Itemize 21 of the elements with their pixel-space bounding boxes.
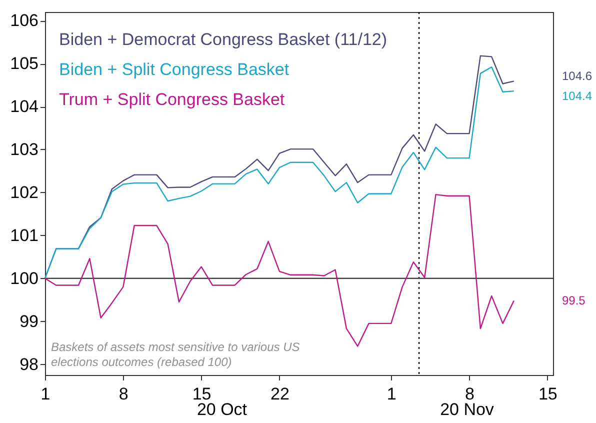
- y-tick-label: 98: [20, 354, 38, 374]
- y-tick-label: 100: [10, 268, 38, 288]
- y-tick-label: 104: [10, 97, 38, 116]
- y-tick-label: 103: [10, 140, 38, 159]
- annotation: Baskets of assets most sensitive to various US elections outcomes (rebased 100): [51, 340, 300, 369]
- text: Biden + Split Congress Basket: [59, 60, 290, 79]
- text: Biden + Democrat Congress Basket (11/12): [59, 30, 388, 49]
- x-tick-label: 1: [40, 384, 50, 404]
- x-tick-label: 1: [386, 384, 396, 404]
- text: 104.4: [562, 89, 592, 104]
- x-tick-label: 15: [538, 384, 558, 404]
- y-tick-label: 106: [10, 11, 38, 30]
- y-tick-label: 99: [20, 312, 38, 331]
- y-tick-label: 102: [10, 182, 38, 202]
- text: Trum + Split Congress Basket: [59, 90, 285, 109]
- x-tick-label: 8: [118, 384, 128, 404]
- y-tick-label: 105: [10, 54, 38, 74]
- text: 104.6: [562, 69, 592, 84]
- x-tick-label: 22: [270, 384, 290, 404]
- text: 99.5: [562, 294, 586, 308]
- y-tick-label: 101: [10, 226, 38, 245]
